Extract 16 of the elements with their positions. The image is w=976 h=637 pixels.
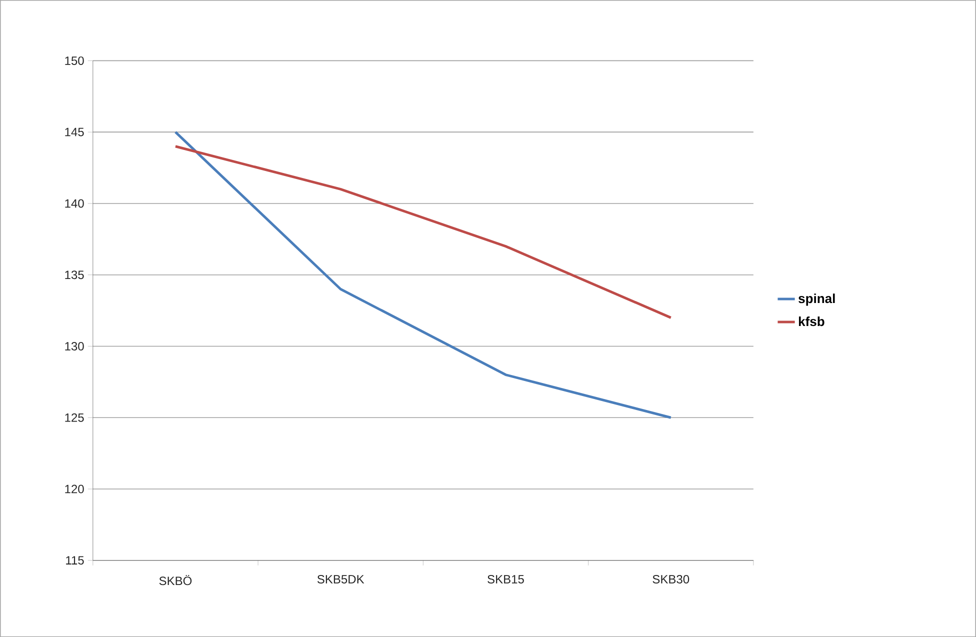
y-tick-label: 135 — [65, 270, 84, 280]
y-tick-label: 140 — [65, 199, 84, 208]
y-tick-label: 125 — [65, 413, 84, 422]
line-series — [174, 145, 672, 319]
line-series — [174, 130, 672, 419]
x-tick-label: SKB30 — [652, 574, 690, 584]
legend-label: kfsb — [798, 316, 824, 326]
y-tick-label: 115 — [66, 556, 84, 564]
x-tick-label: SKBÖ — [159, 574, 192, 586]
y-tick-label: 130 — [65, 342, 84, 350]
x-tick-label: SKB5DK — [317, 574, 364, 584]
legend-label: spinal — [798, 293, 835, 306]
y-tick-label: 145 — [65, 128, 84, 136]
y-tick-label: 120 — [65, 484, 84, 494]
x-tick-label: SKB15 — [488, 574, 524, 584]
y-tick-label: 150 — [65, 56, 84, 65]
